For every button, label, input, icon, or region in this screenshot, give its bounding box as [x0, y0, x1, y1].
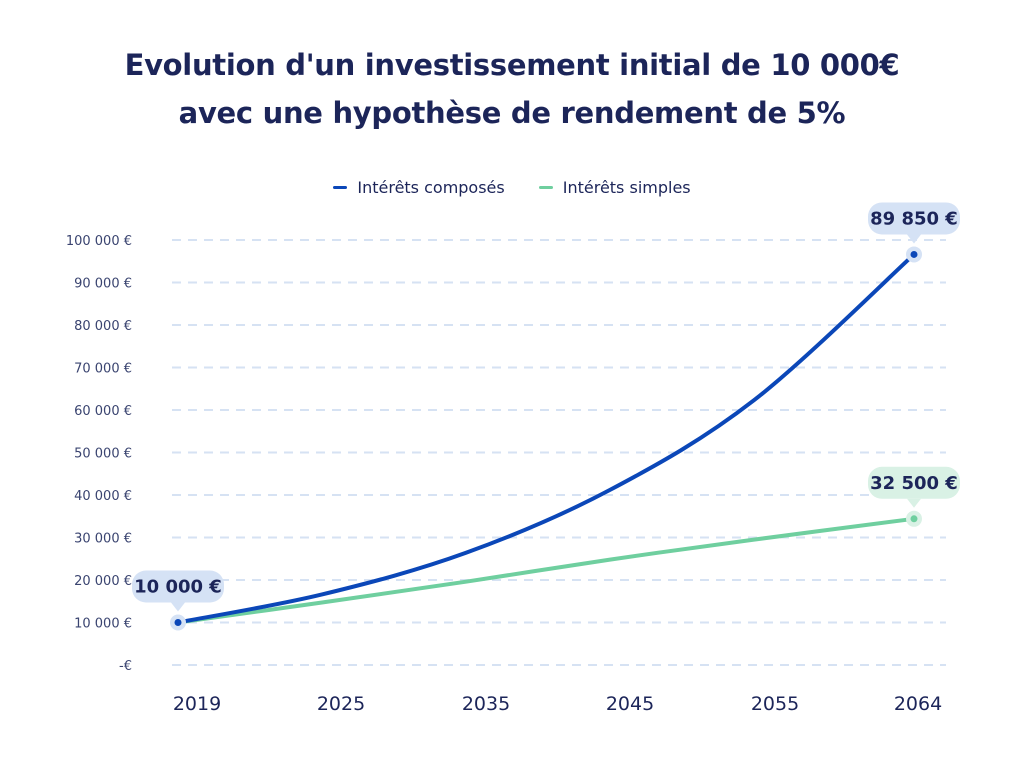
annotation-pointer — [171, 602, 185, 612]
chart-title-line-1: Evolution d'un investissement initial de… — [124, 48, 900, 82]
legend-swatch-simple — [538, 186, 553, 189]
legend-item-simple[interactable]: Intérêts simples — [538, 178, 691, 197]
chart-title-line-2: avec une hypothèse de rendement de 5% — [178, 96, 846, 130]
series-line-simple — [176, 516, 916, 625]
y-tick-label: 10 000 € — [74, 617, 132, 632]
y-tick-label: 60 000 € — [74, 404, 132, 419]
legend-label-compound: Intérêts composés — [357, 178, 505, 197]
legend-swatch-compound — [333, 186, 348, 189]
y-tick-label: -€ — [119, 659, 132, 674]
legend: Intérêts composés Intérêts simples — [0, 178, 1024, 197]
y-tick-label: 50 000 € — [74, 447, 132, 462]
annotation-pointer — [907, 234, 921, 244]
y-tick-label: 100 000 € — [66, 234, 132, 249]
annotation-label: 89 850 € — [870, 208, 958, 229]
annotation-bubble — [132, 570, 224, 603]
data-point — [174, 619, 182, 626]
y-tick-label: 30 000 € — [74, 532, 132, 547]
data-point — [910, 250, 918, 258]
data-point — [910, 515, 918, 523]
y-tick-label: 20 000 € — [74, 574, 132, 589]
x-tick-label: 2064 — [894, 693, 942, 715]
legend-label-simple: Intérêts simples — [562, 178, 691, 197]
legend-item-compound[interactable]: Intérêts composés — [333, 178, 505, 197]
annotation-bubble — [868, 466, 960, 499]
y-tick-label: 40 000 € — [74, 489, 132, 504]
annotation-label: 32 500 € — [870, 473, 958, 494]
annotation-label: 10 000 € — [134, 577, 222, 598]
annotation-pointer — [907, 498, 921, 508]
x-tick-label: 2055 — [751, 693, 799, 715]
x-tick-label: 2025 — [317, 693, 365, 715]
x-tick-label: 2045 — [606, 693, 654, 715]
series-line-compound — [176, 252, 916, 625]
annotation-bubble — [868, 202, 960, 235]
y-tick-label: 90 000 € — [74, 277, 132, 292]
x-tick-label: 2035 — [462, 693, 510, 715]
x-tick-label: 2019 — [173, 693, 221, 715]
y-tick-label: 80 000 € — [74, 319, 132, 334]
y-tick-label: 70 000 € — [74, 362, 132, 377]
